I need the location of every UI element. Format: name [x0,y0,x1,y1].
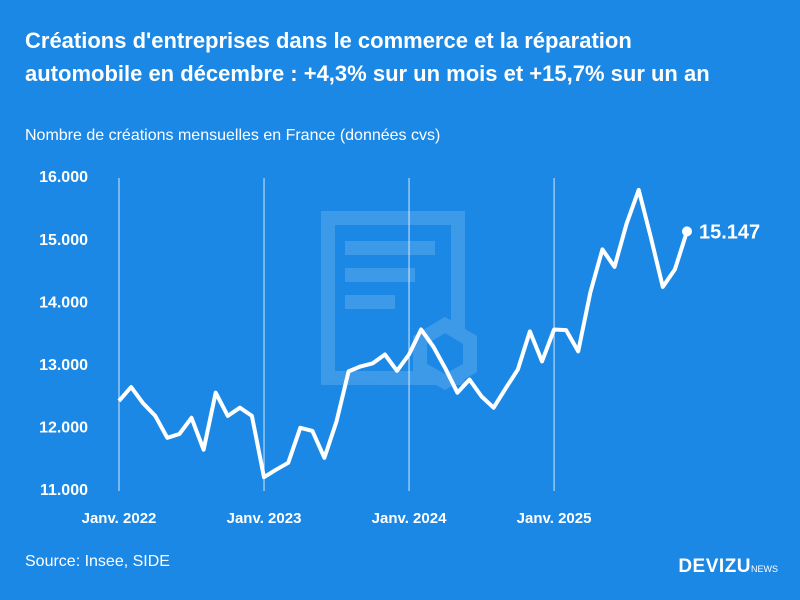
y-tick-label: 13.000 [39,357,88,374]
y-tick-label: 14.000 [39,294,88,311]
x-tick-label: Janv. 2022 [82,510,157,527]
watermark [321,211,477,391]
logo: DEVIZUNEWS [678,556,778,578]
value-label: 15.147 [699,222,760,244]
chart-subtitle: Nombre de créations mensuelles en France… [25,127,441,144]
logo-text: DEVIZU [678,556,751,577]
y-tick-label: 15.000 [39,232,88,249]
y-tick-label: 12.000 [39,420,88,437]
x-tick-label: Janv. 2025 [517,510,592,527]
end-point [682,226,692,237]
y-tick-label: 16.000 [39,169,88,186]
x-tick-label: Janv. 2023 [227,510,302,527]
source: Source: Insee, SIDE [25,553,170,570]
y-tick-label: 11.000 [40,482,88,499]
x-tick-label: Janv. 2024 [372,510,447,527]
chart-title: Créations d'entreprises dans le commerce… [25,28,710,86]
logo-suffix: NEWS [751,564,778,574]
data-line [117,187,689,480]
